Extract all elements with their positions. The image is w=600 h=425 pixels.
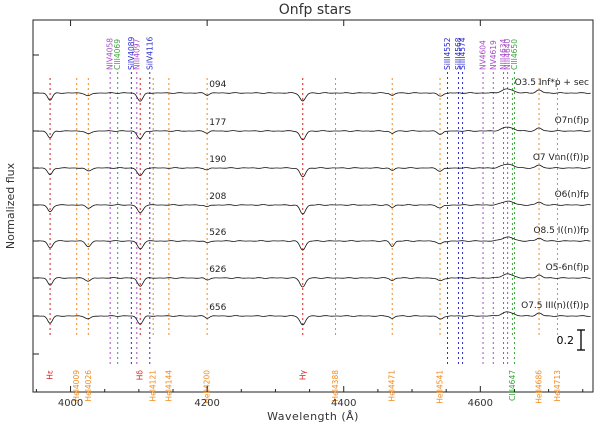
- spectral-type-label: O6(n)fp: [555, 190, 590, 200]
- marker-label-12: CIII4650: [510, 39, 519, 70]
- spectrum-line-177: [36, 126, 591, 141]
- marker-label-5: SiIII4552: [443, 37, 452, 70]
- spectrum-id-label: 626: [209, 265, 226, 275]
- spectrum-line-190: [36, 163, 591, 178]
- x-tick-label-4400: 4400: [331, 398, 356, 409]
- spectrum-line-526: [36, 236, 591, 251]
- spectral-type-label: O7n(f)p: [555, 116, 590, 126]
- scale-bar-label: 0.2: [557, 334, 575, 347]
- marker-label-15: HeI4026: [84, 370, 93, 402]
- marker-label-22: HeI4471: [388, 370, 397, 402]
- spectrum-id-label: 094: [209, 80, 226, 90]
- axis-layer: 4000 4200 4400 4600: [33, 20, 584, 409]
- marker-label-21: HeI4388: [331, 370, 340, 402]
- spectrum-line-656: [36, 311, 591, 326]
- marker-label-7: SiIII4574: [458, 37, 467, 70]
- marker-label-8: NV4604: [479, 40, 488, 70]
- marker-label-3: NIII4097: [132, 38, 141, 70]
- x-tick-label-4000: 4000: [58, 398, 83, 409]
- marker-label-14: HeI4009: [72, 370, 81, 402]
- marker-label-26: HeI4713: [553, 370, 562, 402]
- spectral-type-label: O5-6n(f)p: [546, 263, 590, 273]
- spectra-layer: [36, 88, 591, 326]
- marker-label-10: NIII4634: [499, 38, 508, 70]
- marker-label-6: SiIII4568: [454, 37, 463, 70]
- plot-frame: [32, 19, 594, 393]
- y-axis-label: Normalized flux: [4, 162, 17, 249]
- marker-label-25: HeII4686: [535, 370, 544, 404]
- marker-label-24: CIII4647: [508, 370, 517, 401]
- marker-label-2: SiIV4089: [127, 36, 136, 70]
- spectral-type-label: O8.5 I((n))fp: [533, 226, 589, 236]
- marker-label-13: Hε: [46, 370, 55, 380]
- spectral-type-label: O7 Vnn((f))p: [533, 153, 589, 163]
- scale-bar: 0.2: [557, 329, 585, 351]
- spectrum-line-094: [36, 88, 591, 102]
- chart-title: Onfp stars: [279, 2, 352, 18]
- x-tick-label-4600: 4600: [468, 398, 493, 409]
- spectrum-id-label: 656: [209, 303, 226, 313]
- spectrum-id-label: 177: [209, 118, 226, 128]
- marker-label-0: NIV4058: [106, 38, 115, 70]
- marker-label-4: SiIV4116: [145, 36, 154, 70]
- spectrum-line-626: [36, 273, 591, 288]
- marker-label-11: NIII4640: [503, 38, 512, 70]
- spectral-type-label: O7.5 III(n)((f))p: [521, 301, 589, 311]
- marker-label-23: HeII4541: [436, 370, 445, 404]
- spectrum-id-label: 208: [209, 192, 226, 202]
- spectrum-id-label: 526: [209, 228, 226, 238]
- spectrum-id-label: 190: [209, 155, 226, 165]
- x-axis-label: Wavelength (Å): [267, 410, 359, 423]
- marker-label-17: HeI4121: [149, 370, 158, 402]
- marker-label-16: Hδ: [136, 370, 145, 381]
- marker-label-9: NV4619: [489, 40, 498, 70]
- spectrum-label-layer: 094 O3.5 Inf*p + sec 177 O7n(f)p 190 O7 Vnn((…: [209, 78, 589, 313]
- marker-label-1: CIII4069: [113, 39, 122, 70]
- spectral-type-label: O3.5 Inf*p + sec: [515, 78, 589, 88]
- x-tick-label-4200: 4200: [194, 398, 219, 409]
- marker-label-20: Hγ: [298, 369, 307, 380]
- spectrum-line-208: [36, 200, 591, 215]
- marker-label-18: HeI4144: [164, 370, 173, 402]
